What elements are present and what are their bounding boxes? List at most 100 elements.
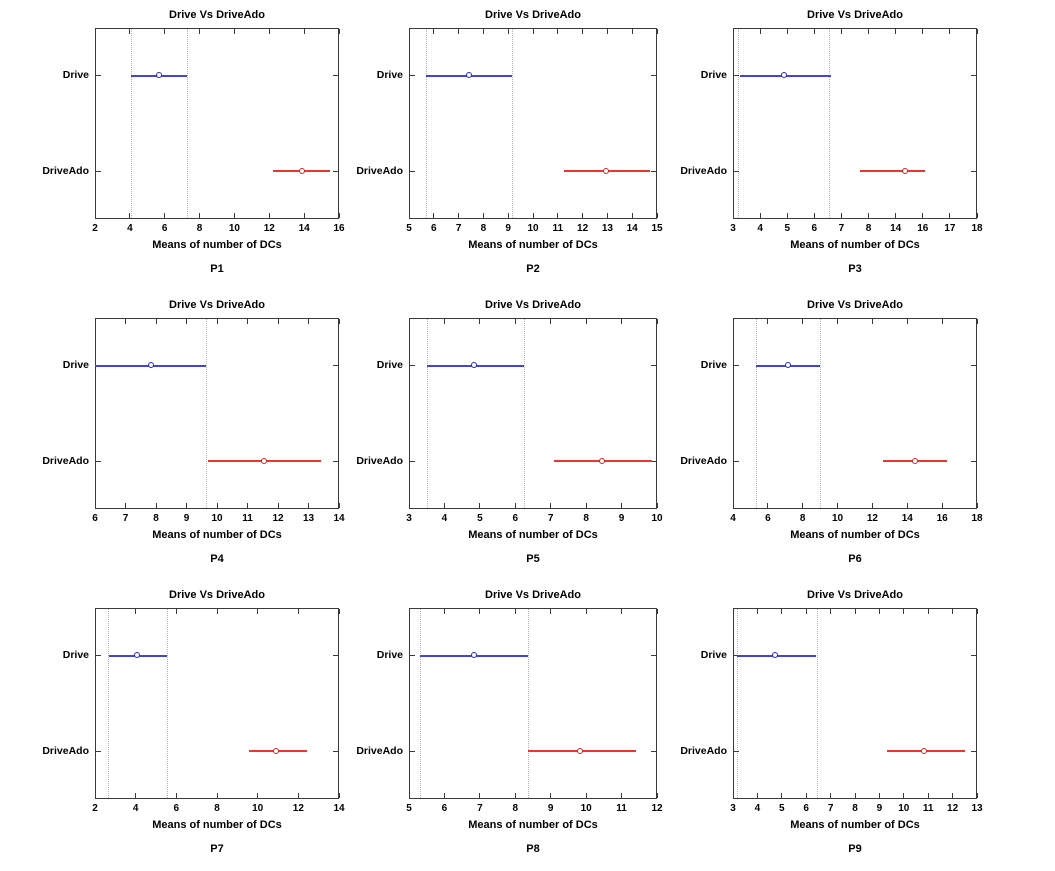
x-tick-mark xyxy=(557,213,559,218)
y-tick-mark-right xyxy=(971,170,976,172)
x-tick-mark-top xyxy=(585,319,587,324)
x-tick-label: 10 xyxy=(898,803,910,814)
x-tick-mark-top xyxy=(813,29,815,34)
y-tick-mark-right xyxy=(651,75,656,77)
x-tick-mark xyxy=(606,213,608,218)
reference-line xyxy=(738,29,740,218)
y-tick-mark-right xyxy=(651,655,656,657)
x-tick-mark xyxy=(854,793,856,798)
x-tick-mark-top xyxy=(186,319,187,324)
y-category-label: Drive xyxy=(376,69,403,82)
x-tick-mark xyxy=(514,503,516,508)
x-tick-label: 10 xyxy=(651,513,663,524)
driveado-mean-marker xyxy=(273,747,280,754)
x-tick-mark-top xyxy=(458,29,460,34)
x-tick-mark-top xyxy=(582,29,584,34)
x-tick-mark-top xyxy=(606,29,608,34)
x-tick-mark xyxy=(443,503,445,508)
drive-mean-marker xyxy=(785,362,792,369)
x-tick-mark-top xyxy=(952,609,954,614)
x-tick-mark xyxy=(94,213,96,218)
chart-title: Drive Vs DriveAdo xyxy=(169,589,265,601)
x-tick-label: 14 xyxy=(901,513,913,524)
x-tick-mark-top xyxy=(756,609,758,614)
x-tick-mark-top xyxy=(732,319,734,324)
subplot-P1: Drive Vs DriveAdo 2 4 6 8 10 12 14 16 Drive DriveA… xyxy=(0,0,352,290)
x-tick-label: 14 xyxy=(333,513,345,524)
x-tick-mark xyxy=(952,793,954,798)
plot-area xyxy=(95,28,339,219)
x-tick-mark xyxy=(94,793,96,798)
x-tick-mark-top xyxy=(514,609,516,614)
x-tick-mark-top xyxy=(878,609,880,614)
chart-title: Drive Vs DriveAdo xyxy=(807,299,903,311)
x-tick-mark xyxy=(338,213,340,218)
plot-area xyxy=(409,318,657,509)
x-tick-mark xyxy=(976,503,978,508)
x-tick-label: 6 xyxy=(431,223,437,234)
x-axis-label: Means of number of DCs xyxy=(152,529,282,541)
x-tick-label: 8 xyxy=(214,803,220,814)
y-tick-mark-right xyxy=(971,365,976,367)
reference-line xyxy=(426,319,428,508)
x-tick-mark-top xyxy=(550,319,552,324)
x-tick-label: 14 xyxy=(298,223,310,234)
x-tick-mark-top xyxy=(94,29,96,34)
x-tick-label: 9 xyxy=(183,513,190,524)
panel-label: P4 xyxy=(210,553,224,565)
chart-title: Drive Vs DriveAdo xyxy=(485,9,581,21)
x-tick-label: 9 xyxy=(547,803,554,814)
x-tick-mark-top xyxy=(621,319,623,324)
y-tick-mark-left xyxy=(410,170,415,172)
x-tick-label: 6 xyxy=(765,513,771,524)
y-tick-mark-left xyxy=(410,655,415,657)
x-tick-mark xyxy=(257,793,259,798)
reference-line xyxy=(130,29,132,218)
x-tick-label: 6 xyxy=(512,513,519,524)
reference-line xyxy=(524,319,526,508)
y-tick-mark-left xyxy=(410,365,415,367)
y-tick-mark-left xyxy=(96,460,101,462)
x-tick-mark xyxy=(308,503,309,508)
x-tick-mark-top xyxy=(732,29,734,34)
x-tick-label: 5 xyxy=(784,223,790,234)
x-tick-mark xyxy=(458,213,460,218)
subplot-P7: Drive Vs DriveAdo 2 4 6 8 10 12 14 Drive DriveAdo… xyxy=(0,580,352,870)
x-tick-mark xyxy=(135,793,137,798)
driveado-mean-marker xyxy=(911,457,918,464)
panel-label: P9 xyxy=(848,843,862,855)
x-tick-mark xyxy=(585,793,587,798)
x-tick-mark xyxy=(582,213,584,218)
reference-line xyxy=(419,609,421,798)
x-tick-mark-top xyxy=(338,29,340,34)
x-tick-label: 9 xyxy=(505,223,511,234)
x-tick-mark xyxy=(155,503,157,508)
x-tick-mark xyxy=(479,503,481,508)
x-tick-label: 12 xyxy=(866,513,878,524)
x-tick-mark xyxy=(759,213,761,218)
x-tick-mark-top xyxy=(781,609,783,614)
x-tick-label: 4 xyxy=(127,223,133,234)
x-tick-label: 8 xyxy=(583,513,589,524)
panel-label: P7 xyxy=(210,843,224,855)
x-tick-label: 8 xyxy=(153,513,159,524)
x-tick-label: 18 xyxy=(971,513,983,524)
y-tick-mark-right xyxy=(971,750,976,752)
x-tick-mark-top xyxy=(557,29,559,34)
x-tick-mark xyxy=(871,503,873,508)
y-tick-mark-left xyxy=(734,365,739,367)
x-tick-mark-top xyxy=(247,319,248,324)
subplot-P9: Drive Vs DriveAdo 3 4 5 6 7 8 9 10 11 12 13 Drive Dri… xyxy=(680,580,1055,870)
y-category-label: Drive xyxy=(376,649,403,662)
y-category-label: Drive xyxy=(376,359,403,372)
x-tick-mark xyxy=(277,503,279,508)
x-tick-label: 7 xyxy=(827,803,834,814)
x-tick-mark-top xyxy=(656,29,658,34)
x-tick-mark-top xyxy=(732,609,734,614)
x-tick-label: 3 xyxy=(730,223,736,234)
x-axis-label: Means of number of DCs xyxy=(790,239,920,251)
x-tick-mark xyxy=(927,793,929,798)
y-tick-mark-left xyxy=(734,170,739,172)
x-tick-label: 15 xyxy=(651,223,663,234)
x-tick-mark-top xyxy=(840,29,842,34)
